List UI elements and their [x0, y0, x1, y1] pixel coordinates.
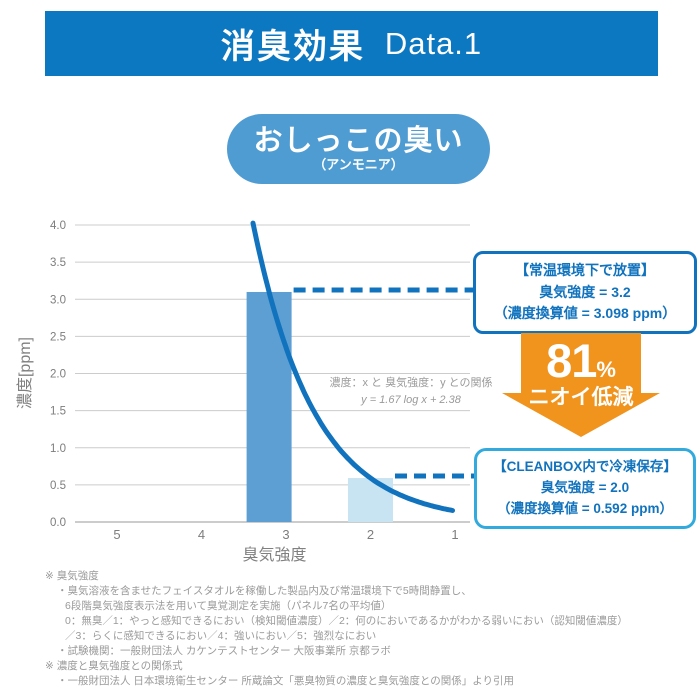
y-tick-label: 1.0 — [50, 443, 66, 455]
y-tick-label: 1.5 — [50, 406, 66, 418]
reduction-percent-sign: % — [596, 357, 616, 382]
odor-chart: 0.0 0.5 1.0 1.5 2.0 2.5 3.0 3.5 4.0 5 4 3 2 1 臭気強度 濃度[p… — [16, 220, 477, 564]
callout-cleanbox-ppm: （濃度換算値 = 0.592 ppm） — [497, 500, 673, 516]
y-tick-label: 4.0 — [50, 220, 66, 232]
x-tick-label: 5 — [113, 527, 120, 542]
callout-cleanbox-title: 【CLEANBOX内で冷凍保存】 — [493, 459, 677, 474]
bar-room-temp — [246, 291, 292, 522]
formula-note: 濃度：x と 臭気強度：y との関係 y = 1.67 log x + 2.38 — [316, 375, 506, 410]
y-tick-label: 3.0 — [50, 294, 66, 306]
x-tick-label: 3 — [282, 527, 289, 542]
subject-badge: おしっこの臭い （アンモニア） — [227, 114, 490, 184]
footnote-line: 0：無臭／1：やっと感知できるにおい（検知閾値濃度）／2：何のにおいであるかがわ… — [65, 614, 628, 627]
x-tick-label: 4 — [198, 527, 205, 542]
x-tick-label: 2 — [367, 527, 374, 542]
footnote-line: ※ 濃度と臭気強度との関係式 — [45, 659, 183, 672]
subject-subtitle: （アンモニア） — [313, 157, 404, 172]
callout-cleanbox-intensity: 臭気強度 = 2.0 — [540, 479, 630, 495]
callout-room-temp-ppm: （濃度換算値 = 3.098 ppm） — [493, 305, 677, 322]
callout-cleanbox: 【CLEANBOX内で冷凍保存】 臭気強度 = 2.0 （濃度換算値 = 0.5… — [474, 448, 696, 529]
y-tick-label: 0.5 — [50, 480, 66, 492]
data-number-label: Data.1 — [384, 25, 483, 61]
footnote-line: 6段階臭気強度表示法を用いて臭覚測定を実施（パネル7名の平均値） — [65, 599, 392, 612]
decay-curve — [250, 220, 455, 513]
reduction-arrow: 81% ニオイ低減 — [500, 331, 662, 441]
footnote-line: ・試験機関：一般財団法人 カケンテストセンター 大阪事業所 京都ラボ — [57, 644, 391, 657]
footnote-line: ／3：らくに感知できるにおい／4：強いにおい／5：強烈なにおい — [65, 629, 377, 642]
header-banner: 消臭効果 Data.1 — [45, 11, 658, 76]
formula-equation: y = 1.67 log x + 2.38 — [361, 394, 461, 407]
x-tick-label: 1 — [451, 527, 458, 542]
reduction-label: ニオイ低減 — [528, 386, 634, 409]
y-tick-label: 2.0 — [50, 369, 66, 381]
footnote-line: ・一般財団法人 日本環境衛生センター 所蔵論文「悪臭物質の濃度と臭気強度との関係… — [57, 674, 515, 687]
y-tick-label: 2.5 — [50, 331, 66, 343]
x-axis-title: 臭気強度 — [242, 546, 306, 564]
subject-title: おしっこの臭い — [253, 125, 464, 157]
y-axis-title: 濃度[ppm] — [16, 337, 34, 409]
reduction-text: 81% ニオイ低減 — [500, 337, 662, 408]
formula-relation-label: 濃度：x と 臭気強度：y との関係 — [329, 377, 493, 389]
footnote-line: ※ 臭気強度 — [45, 570, 99, 582]
footnote-line: ・臭気溶液を含ませたフェイスタオルを稼働した製品内及び常温環境下で5時間静置し、 — [57, 584, 472, 597]
y-tick-label: 0.0 — [50, 517, 66, 529]
down-arrow-icon — [502, 333, 660, 437]
callout-room-temp-title: 【常温環境下で放置】 — [515, 262, 655, 278]
callout-room-temp-intensity: 臭気強度 = 3.2 — [539, 283, 631, 300]
y-tick-label: 3.5 — [50, 257, 66, 269]
reduction-percent: 81 — [546, 334, 597, 387]
footnotes: ※ 臭気強度 ・臭気溶液を含ませたフェイスタオルを稼働した製品内及び常温環境下で… — [45, 570, 690, 690]
bar-cleanbox — [348, 478, 393, 522]
page-title: 消臭効果 — [220, 28, 365, 66]
callout-room-temp: 【常温環境下で放置】 臭気強度 = 3.2 （濃度換算値 = 3.098 ppm… — [473, 251, 697, 335]
